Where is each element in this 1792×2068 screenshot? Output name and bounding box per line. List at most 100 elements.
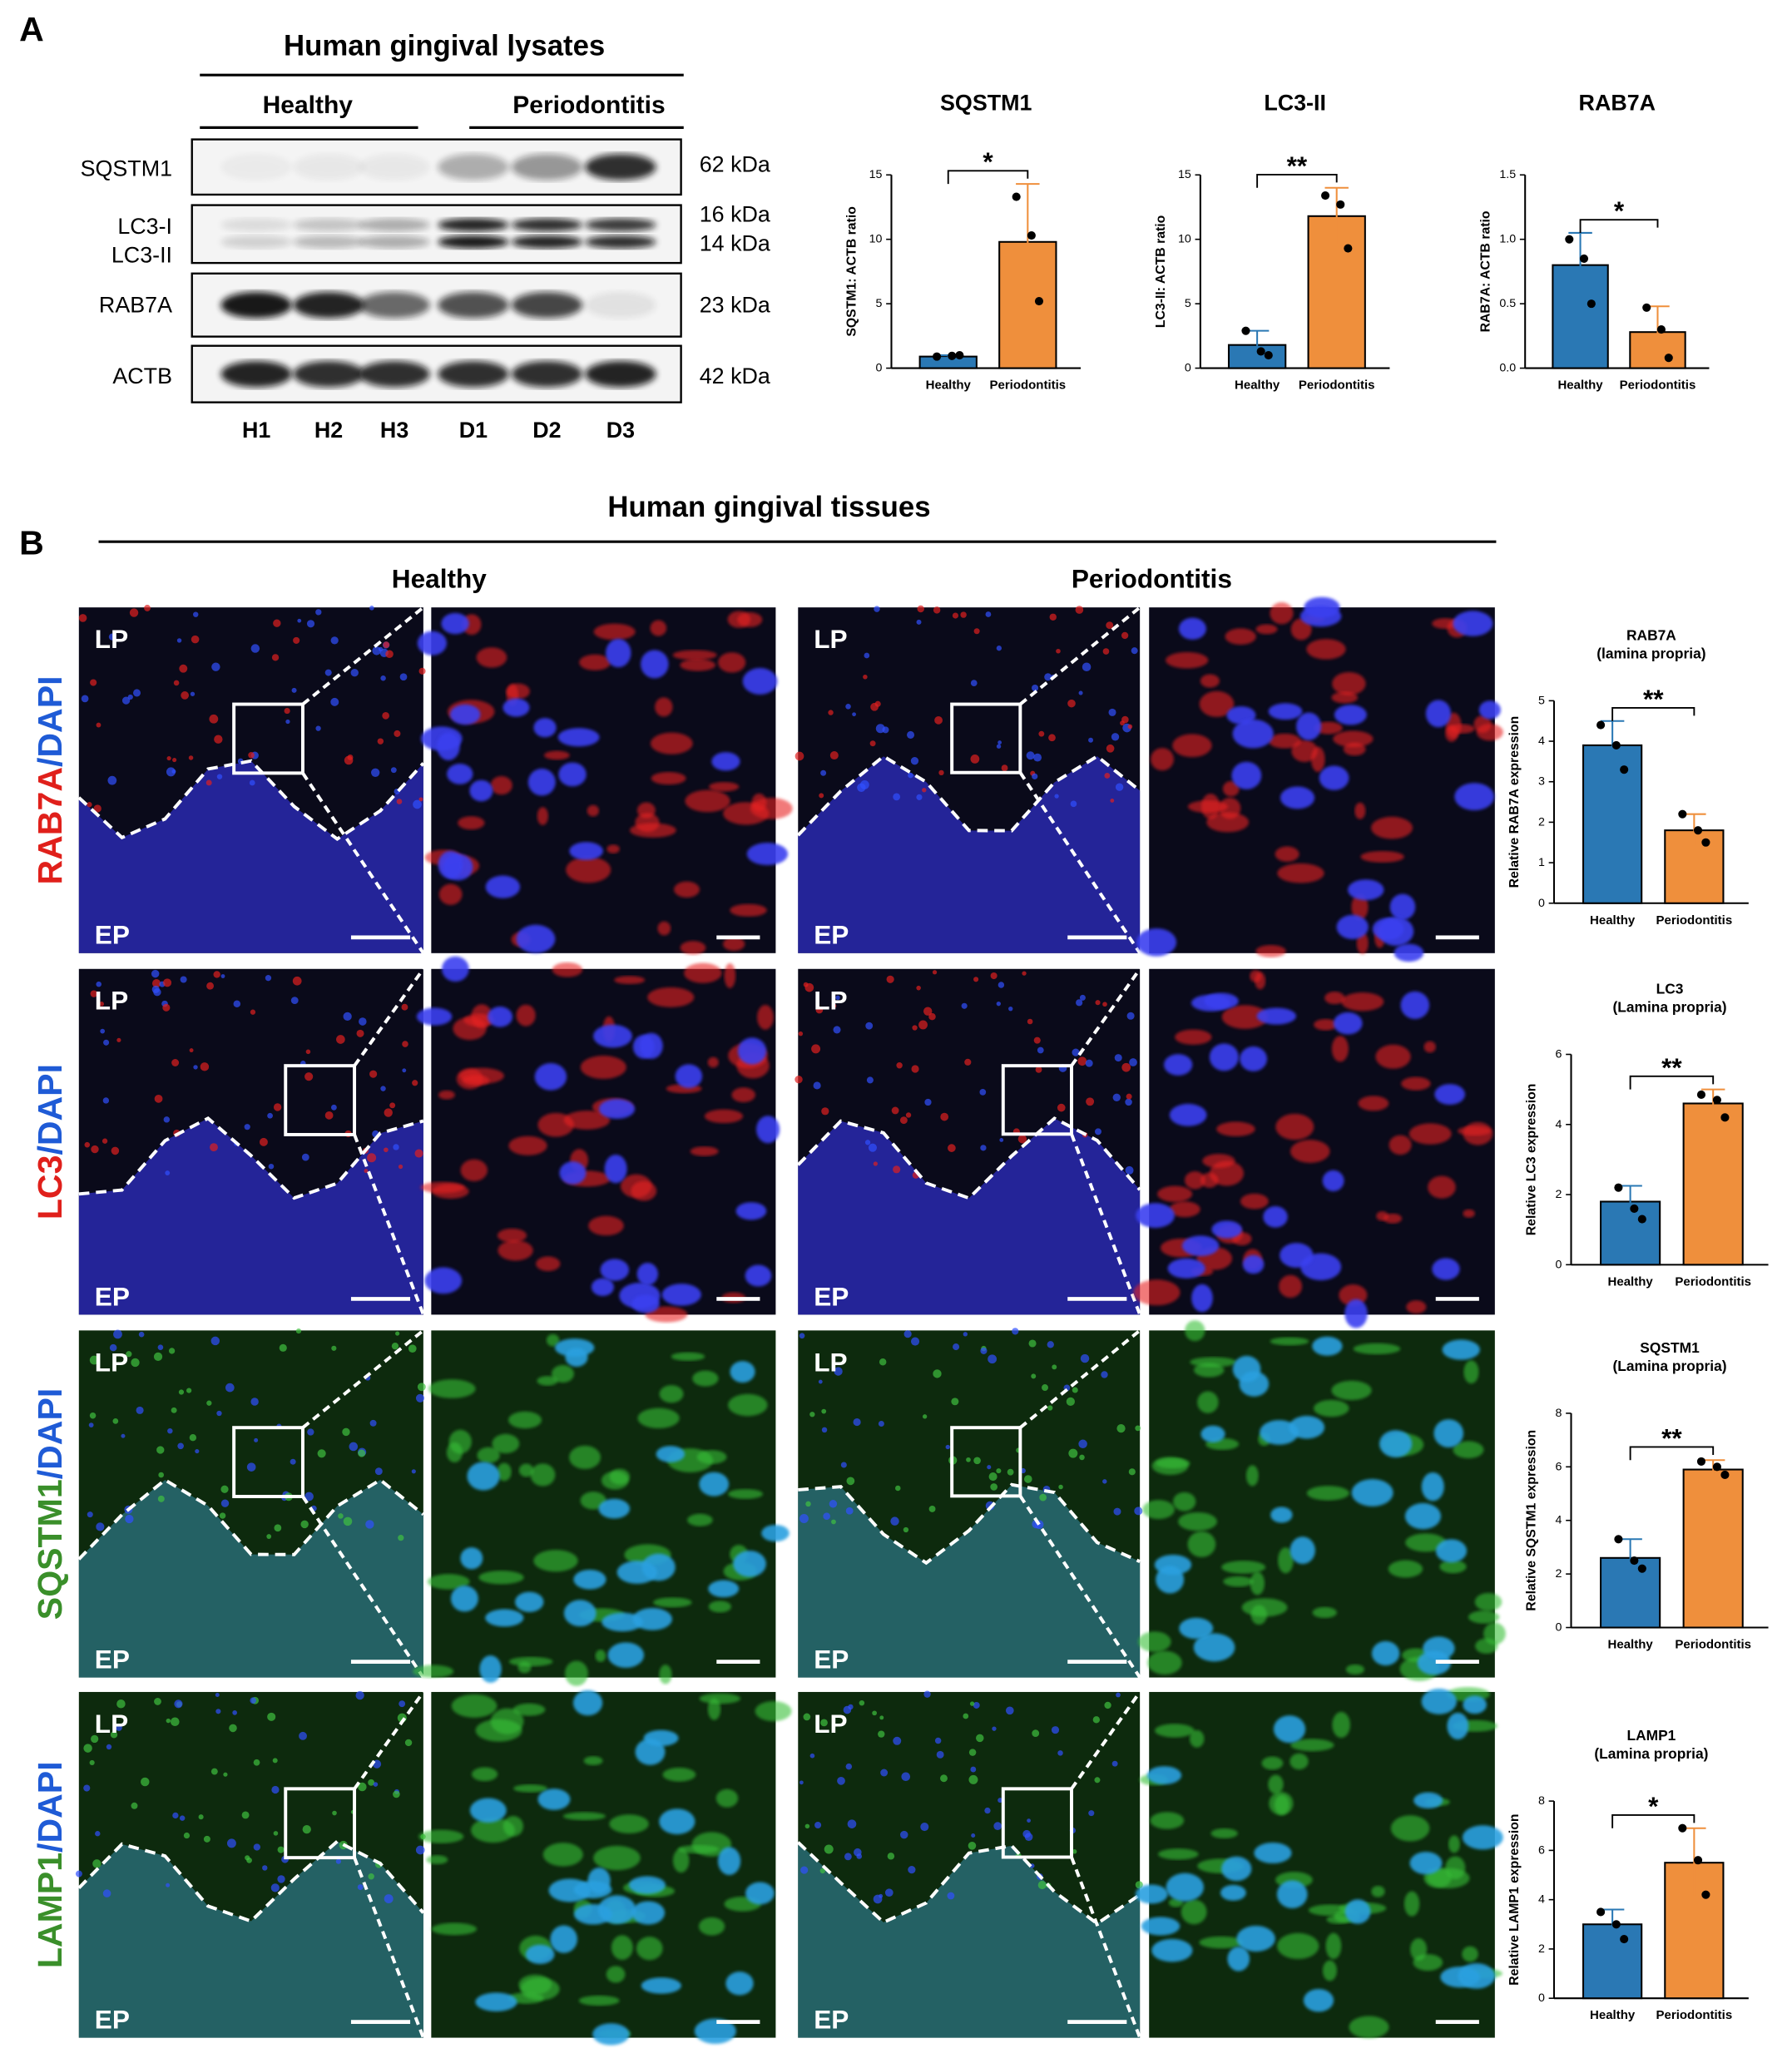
nucleus <box>516 924 556 953</box>
lane-label: D1 <box>459 418 488 443</box>
cell <box>206 1400 212 1406</box>
micrograph <box>1149 1330 1495 1678</box>
stain <box>755 1700 792 1722</box>
x-tick-label: Healthy <box>926 378 972 393</box>
cell <box>893 1736 902 1745</box>
nucleus <box>593 1024 632 1048</box>
stain <box>1371 1885 1385 1897</box>
nucleus <box>450 1586 478 1612</box>
cell <box>220 974 225 978</box>
boundary <box>796 1841 1141 1926</box>
cell <box>203 1835 210 1843</box>
stain <box>1277 1932 1319 1960</box>
cell <box>324 1111 334 1120</box>
nucleus <box>573 1569 606 1590</box>
cell <box>984 1807 991 1814</box>
data-point <box>1630 1556 1639 1566</box>
cell <box>852 712 856 717</box>
cell <box>250 1697 257 1704</box>
cell <box>109 1343 117 1352</box>
blot-band <box>585 153 656 181</box>
nucleus <box>1242 1254 1265 1274</box>
data-point <box>1611 1920 1621 1929</box>
cell <box>819 793 824 799</box>
cell <box>268 1163 275 1170</box>
stain <box>724 963 736 988</box>
cell <box>821 1427 828 1433</box>
cell <box>171 769 176 774</box>
cell <box>315 609 322 616</box>
nucleus <box>1256 1007 1296 1025</box>
nucleus <box>1435 1539 1468 1563</box>
nucleus <box>1178 617 1206 640</box>
stain <box>609 1814 649 1833</box>
zoom-box <box>232 1426 304 1498</box>
cell <box>1031 1373 1037 1379</box>
cell <box>121 1433 126 1438</box>
blot-strip <box>191 204 682 265</box>
cell <box>987 1465 992 1470</box>
stain <box>1326 1915 1351 1924</box>
stain <box>427 1574 470 1590</box>
nucleus <box>1425 700 1452 728</box>
y-axis-label: SQSTM1: ACTB ratio <box>845 206 859 337</box>
cell <box>976 1734 984 1743</box>
nucleus <box>628 1876 666 1894</box>
epithelium <box>78 1480 423 1678</box>
data-point <box>1656 325 1666 334</box>
cell <box>219 1512 226 1519</box>
nucleus <box>606 638 631 668</box>
stain <box>492 1433 520 1454</box>
panel-label: B <box>19 524 44 562</box>
stain <box>1428 1175 1456 1199</box>
nucleus <box>1463 1695 1487 1714</box>
y-tick-label: 0 <box>875 362 882 375</box>
stain <box>645 1306 688 1323</box>
boundary <box>796 1116 1141 1200</box>
cell <box>990 1483 997 1491</box>
nucleus <box>558 762 587 787</box>
nucleus <box>1221 1856 1252 1882</box>
nucleus <box>1409 1852 1443 1875</box>
nucleus <box>1146 1766 1182 1785</box>
cell <box>233 1000 241 1008</box>
y-axis-label: Relative RAB7A expression <box>1507 716 1522 888</box>
stain <box>502 1816 524 1837</box>
y-tick-label: 2 <box>1556 1188 1562 1201</box>
cell <box>401 1003 408 1011</box>
stain <box>418 1829 464 1843</box>
nucleus <box>565 1348 588 1367</box>
nucleus <box>1344 1899 1371 1924</box>
cell <box>1102 1002 1107 1007</box>
y-tick-label: 10 <box>1178 233 1191 246</box>
cell <box>342 1427 350 1437</box>
zoom-line <box>1070 1133 1142 1316</box>
nucleus <box>587 1868 611 1894</box>
cell <box>216 774 223 779</box>
region-label: EP <box>95 2004 130 2034</box>
cell <box>938 769 944 776</box>
stain <box>543 750 570 760</box>
nucleus <box>563 1600 597 1627</box>
group-label: Periodontitis <box>512 92 665 119</box>
nucleus <box>1232 1355 1261 1383</box>
cell <box>1035 1066 1042 1073</box>
bar <box>1682 1468 1744 1629</box>
cell <box>1131 647 1138 655</box>
cell <box>809 1412 815 1417</box>
cell <box>166 1882 171 1887</box>
stain <box>1261 1756 1284 1770</box>
cell <box>1052 1364 1057 1370</box>
cell <box>331 1345 337 1351</box>
cell <box>829 751 839 760</box>
stain <box>578 1995 620 2006</box>
chart-subtitle: (Lamina propria) <box>1612 999 1726 1016</box>
stain <box>1388 1560 1423 1578</box>
cell <box>391 1342 399 1350</box>
cell <box>934 715 943 725</box>
blot-band <box>438 235 509 249</box>
x-tick-label: Periodontitis <box>1299 378 1375 393</box>
stain <box>552 962 583 977</box>
cell <box>189 1048 194 1053</box>
stain <box>1468 1610 1500 1624</box>
